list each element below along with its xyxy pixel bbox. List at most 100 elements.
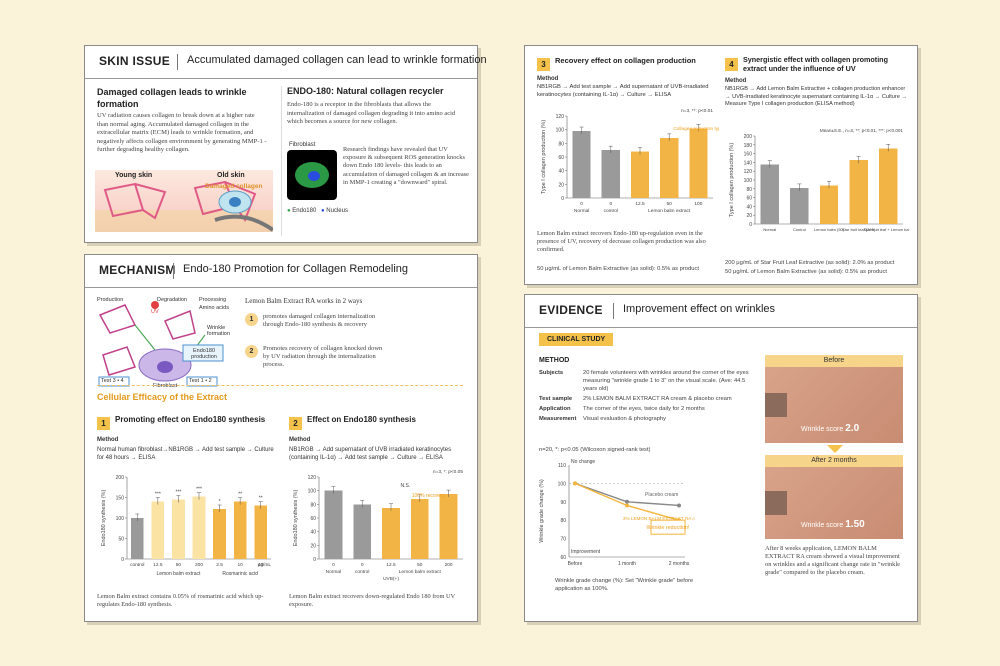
diag-wrinkle: Wrinkle formation — [207, 325, 230, 337]
stat-label: n=3, *: p<0.05 — [433, 469, 463, 475]
diag-processing: Processing — [199, 297, 227, 303]
endo180-synthesis-chart: Endo180 synthesis (%) 0 50 100 150 200 control… — [101, 475, 272, 577]
method-row: Measurement Visual evaluation & photograp… — [539, 415, 759, 423]
bar — [689, 128, 708, 198]
efficacy-4: 4 Synergistic effect with collagen promo… — [725, 54, 909, 280]
point-1-text: promotes damaged collagen internalizatio… — [263, 313, 376, 329]
group-label: Rosmarinic acid — [222, 571, 258, 577]
y-tick-label: 0 — [749, 222, 752, 228]
y-tick-label: 70 — [560, 537, 566, 543]
y-axis-label: Wrinkle grade change (%) — [539, 479, 545, 543]
annotation: N.S. — [401, 483, 411, 489]
diag-degradation: Degradation — [157, 297, 187, 303]
y-tick-label: 120 — [556, 114, 565, 120]
group-label: control — [355, 569, 369, 575]
x-tick-label: 0 — [361, 562, 364, 568]
significance-mark: ** — [238, 492, 242, 498]
efficacy-4-note-1: 200 μg/mL of Star Fruit Leaf Extractive … — [725, 260, 895, 266]
y-tick-label: 20 — [558, 182, 564, 188]
y-tick-label: 80 — [746, 187, 752, 193]
unit-label: μg/mL — [258, 562, 272, 568]
x-tick-label: 1 month — [618, 561, 636, 567]
method-row-label: Subjects — [539, 370, 564, 376]
diag-fibroblast: Fibroblast — [153, 383, 178, 389]
stat-note: n=20, *: p<0.05 (Wilcoxon signed-rank te… — [539, 447, 651, 453]
x-tick-label: control — [130, 562, 144, 568]
x-tick-label: 200 — [195, 562, 203, 568]
x-tick-label: Lemon balm (50) — [814, 227, 845, 232]
endo-heading: ENDO-180: Natural collagen recycler — [287, 86, 444, 96]
x-tick-label: 12.5 — [153, 562, 163, 568]
point-2-marker: 2 — [245, 345, 258, 358]
method-row-label: Measurement — [539, 416, 577, 422]
old-skin-label: Old skin — [217, 172, 245, 179]
score-prefix: Wrinkle score — [801, 426, 844, 433]
bar — [324, 490, 343, 559]
y-tick-label: 60 — [558, 155, 564, 161]
section-tag: EVIDENCE — [539, 303, 603, 317]
legend-endo180: ● Endo180 — [287, 208, 316, 214]
y-tick-label: 150 — [116, 496, 125, 502]
data-point — [573, 481, 577, 486]
bar — [572, 131, 591, 198]
section-tag: MECHANISM — [99, 263, 176, 277]
bar — [151, 501, 165, 559]
x-tick-label: 50 — [417, 562, 423, 568]
legend-nucleus: ● Nucleus — [321, 208, 348, 214]
efficacy-3-title: Recovery effect on collagen production — [555, 56, 696, 65]
efficacy-2-title: Effect on Endo180 synthesis — [307, 415, 416, 424]
annotation: Collagen reduction type — [673, 126, 719, 132]
method-text: NB1RGB → Add Lemon Balm Extractive + col… — [725, 86, 908, 107]
fibroblast-image — [287, 150, 337, 200]
body-text: UV radiation causes collagen to break do… — [97, 112, 267, 154]
young-skin-label: Young skin — [115, 172, 153, 179]
no-change-label: No change — [571, 459, 595, 465]
bar — [254, 505, 268, 559]
column-divider — [281, 86, 282, 236]
green-dot-icon: ● — [287, 208, 291, 214]
y-tick-label: 0 — [561, 196, 564, 202]
bar — [192, 496, 206, 559]
dashed-divider — [97, 385, 463, 386]
x-tick-label: 10 — [237, 562, 243, 568]
group-label: Normal — [574, 208, 589, 214]
bar — [879, 148, 898, 224]
endo180-uv-chart: Endo180 synthesis (%) 0 20 40 60 80 100 120 0 0 12… — [293, 469, 463, 582]
x-tick-label: 50 — [176, 562, 182, 568]
y-tick-label: 20 — [310, 543, 316, 549]
bar — [790, 187, 809, 224]
efficacy-4-note-2: 50 μg/mL of Lemon Balm Extractive (as so… — [725, 269, 887, 275]
bar — [213, 508, 226, 559]
bar — [130, 518, 144, 559]
efficacy-3-caption: Lemon Balm extract recovers Endo-180 up-… — [537, 230, 706, 253]
after-label: After 2 months — [765, 455, 903, 467]
method-row-label: Test sample — [539, 396, 573, 402]
chart-caption: Wrinkle grade change (%): Set "Wrinkle g… — [555, 578, 694, 592]
diag-uv: UV — [151, 309, 159, 315]
data-point — [677, 503, 681, 508]
x-tick-label: Normal — [763, 227, 776, 232]
evidence-header: EVIDENCE Improvement effect on wrinkles — [525, 295, 917, 328]
stat-label: n=3, **: p<0.01 — [681, 108, 713, 114]
method-row-value: Visual evaluation & photography — [583, 416, 667, 422]
method-text: NB1RGB → Add supernatant of UVB irradiat… — [289, 447, 452, 461]
method-row-value: The corner of the eyes, twice daily for … — [583, 406, 705, 412]
x-tick-label: 12.5 — [386, 562, 396, 568]
divider — [613, 303, 614, 319]
x-tick-label: Star fruit leaf (200) — [842, 227, 876, 232]
y-tick-label: 0 — [121, 557, 124, 563]
bar — [410, 498, 429, 559]
method-row-value: 2% LEMON BALM EXTRACT RA cream & placebo… — [583, 396, 732, 402]
y-tick-label: 20 — [746, 213, 752, 219]
y-tick-label: 110 — [558, 463, 566, 469]
significance-mark: *** — [196, 487, 202, 493]
x-tick-label: 100 — [694, 201, 702, 207]
y-tick-label: 200 — [744, 134, 753, 140]
x-tick-label: 50 — [667, 201, 673, 207]
y-axis-label: Endo180 synthesis (%) — [101, 490, 107, 547]
efficacy-3-note: 50 μg/mL of Lemon Balm Extractive (as so… — [537, 266, 699, 272]
y-tick-label: 40 — [310, 530, 316, 536]
y-tick-label: 200 — [116, 475, 125, 481]
y-axis-label: Type I collagen production (%) — [729, 143, 735, 217]
collagen-recovery-chart: Type I collagen production (%) 0 20 40 60 80 1… — [541, 108, 719, 214]
